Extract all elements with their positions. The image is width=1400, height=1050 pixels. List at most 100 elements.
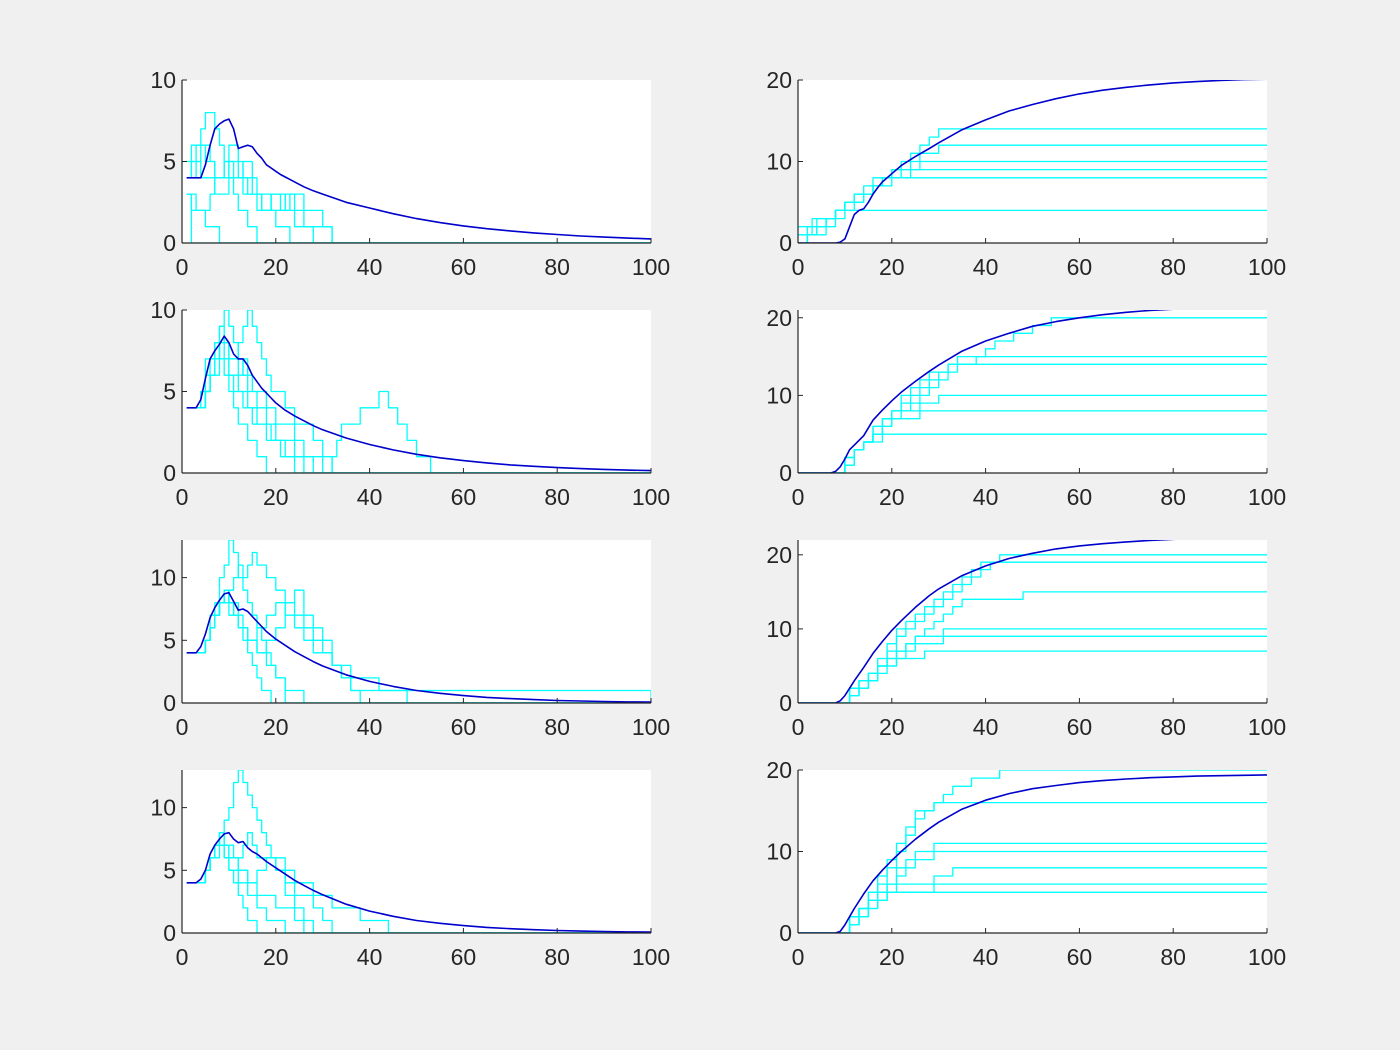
- y-tick-label: 10: [150, 795, 176, 821]
- x-tick-label: 40: [973, 944, 999, 970]
- x-tick-label: 60: [1067, 714, 1093, 740]
- series-group: [798, 310, 1267, 473]
- x-tick-label: 20: [263, 714, 289, 740]
- x-tick-label: 40: [357, 254, 383, 280]
- mean-line: [798, 774, 1267, 933]
- x-tick-label: 0: [176, 714, 189, 740]
- x-tick-label: 20: [879, 944, 905, 970]
- panel-row1-left: 0 20 40 60 80 100 0 5 10: [150, 67, 670, 280]
- y-tick-label: 0: [163, 460, 176, 486]
- panel-row3-left: 0 20 40 60 80 100 0 5 10: [150, 540, 670, 740]
- panel-row4-left: 0 20 40 60 80 100 0 5 10: [150, 770, 670, 970]
- x-tick-label: 40: [357, 484, 383, 510]
- mean-line: [186, 118, 651, 240]
- mean-line: [798, 540, 1177, 703]
- x-tick-label: 100: [632, 944, 670, 970]
- plot-area: [182, 770, 651, 933]
- x-tick-label: 20: [263, 944, 289, 970]
- sample-line-6: [798, 770, 1267, 933]
- x-tick-label: 100: [1248, 714, 1286, 740]
- x-tick-label: 0: [792, 944, 805, 970]
- y-tick-label: 5: [163, 857, 176, 883]
- y-tick-label: 20: [766, 757, 792, 783]
- y-tick-label: 0: [163, 690, 176, 716]
- plot-area: [182, 540, 651, 703]
- sample-line-5: [186, 589, 651, 703]
- x-tick-label: 60: [1067, 484, 1093, 510]
- x-tick-label: 40: [357, 944, 383, 970]
- sample-line-5: [798, 128, 1267, 243]
- x-tick-label: 0: [176, 944, 189, 970]
- y-tick-label: 10: [150, 67, 176, 93]
- x-tick-label: 80: [544, 714, 570, 740]
- sample-line-5: [186, 341, 651, 473]
- y-tick-label: 0: [779, 920, 792, 946]
- x-tick-label: 40: [973, 714, 999, 740]
- x-tick-label: 20: [879, 714, 905, 740]
- plot-area: [798, 540, 1267, 703]
- x-tick-label: 60: [451, 254, 477, 280]
- sample-line-5: [798, 554, 1267, 703]
- x-tick-label: 60: [451, 714, 477, 740]
- x-tick-label: 100: [632, 484, 670, 510]
- series-group: [186, 770, 651, 933]
- sample-line-3: [186, 193, 651, 243]
- y-tick-label: 10: [766, 839, 792, 865]
- sample-line-4: [798, 842, 1267, 933]
- x-tick-label: 0: [792, 484, 805, 510]
- x-tick-label: 80: [1160, 484, 1186, 510]
- x-tick-label: 0: [176, 254, 189, 280]
- panel-row2-left: 0 20 40 60 80 100 0 5 10: [150, 297, 670, 510]
- panel-row1-right: 0 20 40 60 80 100 0 10 20: [766, 67, 1286, 280]
- y-tick-label: 10: [766, 149, 792, 175]
- x-tick-label: 20: [879, 254, 905, 280]
- x-tick-label: 0: [792, 254, 805, 280]
- x-tick-label: 100: [632, 714, 670, 740]
- x-tick-label: 80: [544, 254, 570, 280]
- mean-line: [186, 591, 651, 703]
- y-tick-label: 10: [766, 382, 792, 408]
- x-tick-label: 20: [879, 484, 905, 510]
- y-tick-label: 0: [163, 920, 176, 946]
- y-tick-label: 20: [766, 67, 792, 93]
- sample-line-0: [186, 160, 651, 243]
- mean-line: [186, 831, 651, 933]
- series-group: [798, 540, 1267, 703]
- y-tick-label: 10: [766, 616, 792, 642]
- x-tick-label: 100: [1248, 944, 1286, 970]
- panel-row4-right: 0 20 40 60 80 100 0 10 20: [766, 757, 1286, 970]
- plot-area: [182, 80, 651, 243]
- x-tick-label: 0: [792, 714, 805, 740]
- plot-area: [798, 310, 1267, 473]
- x-tick-label: 80: [544, 484, 570, 510]
- sample-line-5: [186, 832, 651, 933]
- y-tick-label: 0: [779, 460, 792, 486]
- x-tick-label: 40: [973, 484, 999, 510]
- y-tick-label: 0: [779, 690, 792, 716]
- x-tick-label: 60: [451, 944, 477, 970]
- mean-line: [798, 80, 1267, 243]
- x-tick-label: 100: [1248, 254, 1286, 280]
- x-tick-label: 0: [176, 484, 189, 510]
- y-tick-label: 20: [766, 305, 792, 331]
- x-tick-label: 60: [1067, 944, 1093, 970]
- x-tick-label: 20: [263, 254, 289, 280]
- x-tick-label: 80: [1160, 254, 1186, 280]
- sample-line-5: [186, 160, 651, 243]
- series-group: [186, 111, 651, 243]
- y-tick-label: 10: [150, 297, 176, 323]
- x-tick-label: 100: [1248, 484, 1286, 510]
- x-tick-label: 60: [1067, 254, 1093, 280]
- x-tick-label: 20: [263, 484, 289, 510]
- y-tick-label: 5: [163, 379, 176, 405]
- x-tick-label: 40: [357, 714, 383, 740]
- series-group: [798, 770, 1267, 933]
- series-group: [186, 310, 651, 473]
- y-tick-label: 0: [163, 230, 176, 256]
- x-tick-label: 80: [544, 944, 570, 970]
- x-tick-label: 80: [1160, 944, 1186, 970]
- sample-line-6: [186, 193, 651, 243]
- mean-line: [186, 335, 651, 472]
- sample-line-2: [186, 844, 651, 933]
